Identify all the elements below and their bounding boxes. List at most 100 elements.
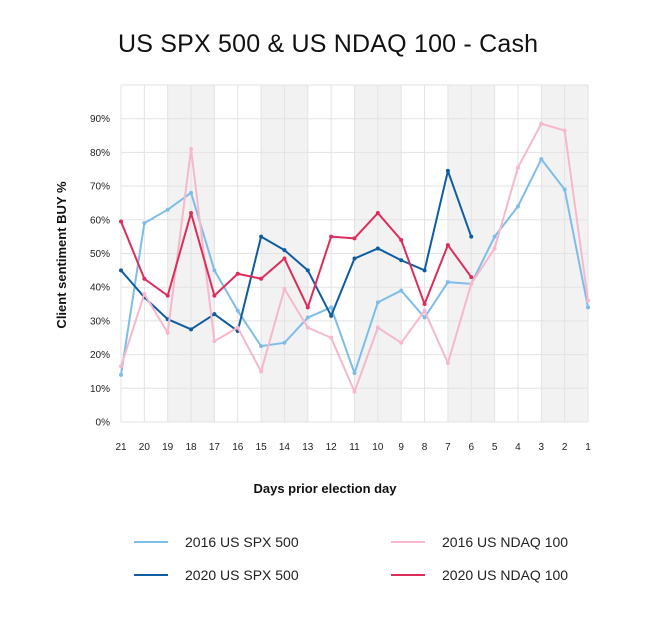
x-tick-label: 14: [279, 442, 291, 453]
data-point: [305, 325, 310, 330]
y-tick-label: 80%: [90, 148, 110, 159]
data-point: [235, 308, 240, 313]
data-point: [375, 246, 380, 251]
y-tick-label: 60%: [90, 215, 110, 226]
data-point: [539, 157, 544, 162]
x-tick-label: 2: [562, 442, 568, 453]
data-point: [212, 293, 217, 298]
x-tick-label: 10: [372, 442, 384, 453]
chart-title: US SPX 500 & US NDAQ 100 - Cash: [118, 30, 539, 58]
data-point: [282, 286, 287, 291]
data-point: [305, 305, 310, 310]
data-point: [422, 308, 427, 313]
data-point: [445, 280, 450, 285]
legend-label: 2020 US NDAQ 100: [442, 567, 569, 583]
data-point: [445, 361, 450, 366]
series-2: [119, 121, 590, 394]
legend-swatch: [134, 574, 168, 576]
data-point: [305, 315, 310, 320]
legend-swatch: [391, 541, 425, 543]
series-3: [119, 211, 474, 310]
data-point: [352, 389, 357, 394]
y-tick-label: 50%: [90, 249, 110, 260]
data-point: [259, 369, 264, 374]
data-point: [235, 271, 240, 276]
x-tick-label: 19: [162, 442, 174, 453]
data-point: [165, 207, 170, 212]
x-axis-ticks: 21 20 19 18 17 16 15 14 13 12 11 10 9 8 7 6 5 4 3 2 1: [115, 442, 591, 453]
data-point: [586, 298, 590, 303]
x-tick-label: 4: [515, 442, 521, 453]
data-point: [142, 221, 147, 226]
legend-item: 2020 US NDAQ 100: [391, 565, 568, 585]
y-tick-label: 10%: [90, 384, 110, 395]
data-point: [165, 330, 170, 335]
data-point: [282, 248, 287, 253]
data-point: [352, 236, 357, 241]
data-point: [119, 219, 123, 224]
data-point: [189, 190, 194, 195]
legend-swatch: [134, 541, 168, 543]
data-point: [259, 276, 264, 281]
data-point: [189, 147, 194, 152]
y-tick-label: 70%: [90, 182, 110, 193]
data-point: [119, 364, 123, 369]
y-tick-label: 0%: [96, 418, 111, 429]
data-point: [422, 268, 427, 273]
x-tick-label: 6: [468, 442, 474, 453]
data-point: [189, 211, 194, 216]
x-tick-label: 1: [585, 442, 591, 453]
data-point: [259, 344, 264, 349]
data-point: [492, 246, 497, 251]
data-point: [282, 340, 287, 345]
y-tick-label: 30%: [90, 316, 110, 327]
series-lines: [119, 121, 590, 394]
data-point: [352, 256, 357, 261]
data-point: [422, 315, 427, 320]
x-tick-label: 15: [256, 442, 268, 453]
data-point: [119, 372, 123, 377]
x-tick-label: 7: [445, 442, 451, 453]
legend-swatch: [391, 574, 425, 576]
data-point: [445, 243, 450, 248]
data-point: [235, 325, 240, 330]
data-point: [422, 302, 427, 307]
data-point: [165, 293, 170, 298]
x-tick-label: 8: [422, 442, 428, 453]
data-point: [399, 288, 404, 293]
data-point: [282, 256, 287, 261]
x-tick-label: 5: [492, 442, 498, 453]
data-point: [562, 187, 567, 192]
data-point: [352, 371, 357, 376]
data-point: [329, 305, 334, 310]
x-tick-label: 3: [539, 442, 545, 453]
legend-item: 2020 US SPX 500: [134, 565, 299, 585]
line-chart: 0%10%20%30%40%50%60%70%80%90% 21 20 19 18 17…: [54, 84, 591, 453]
data-point: [212, 339, 217, 344]
data-point: [469, 234, 474, 239]
x-tick-label: 20: [139, 442, 151, 453]
x-tick-label: 17: [209, 442, 221, 453]
series-line: [120, 212, 473, 309]
x-tick-label: 21: [115, 442, 127, 453]
data-point: [515, 204, 520, 209]
data-point: [142, 276, 147, 281]
y-tick-label: 40%: [90, 283, 110, 294]
data-point: [515, 165, 520, 170]
data-point: [329, 234, 334, 239]
data-point: [189, 327, 194, 332]
data-point: [212, 268, 217, 273]
x-axis-label: Days prior election day: [253, 481, 397, 496]
data-point: [399, 340, 404, 345]
x-tick-label: 16: [232, 442, 244, 453]
data-point: [399, 238, 404, 243]
data-point: [329, 313, 334, 318]
y-tick-label: 90%: [90, 114, 110, 125]
data-point: [375, 211, 380, 216]
x-tick-label: 12: [326, 442, 338, 453]
data-point: [375, 300, 380, 305]
legend-label: 2016 US SPX 500: [185, 534, 299, 550]
data-point: [119, 268, 123, 273]
data-point: [212, 312, 217, 317]
legend-item: 2016 US SPX 500: [134, 532, 299, 552]
